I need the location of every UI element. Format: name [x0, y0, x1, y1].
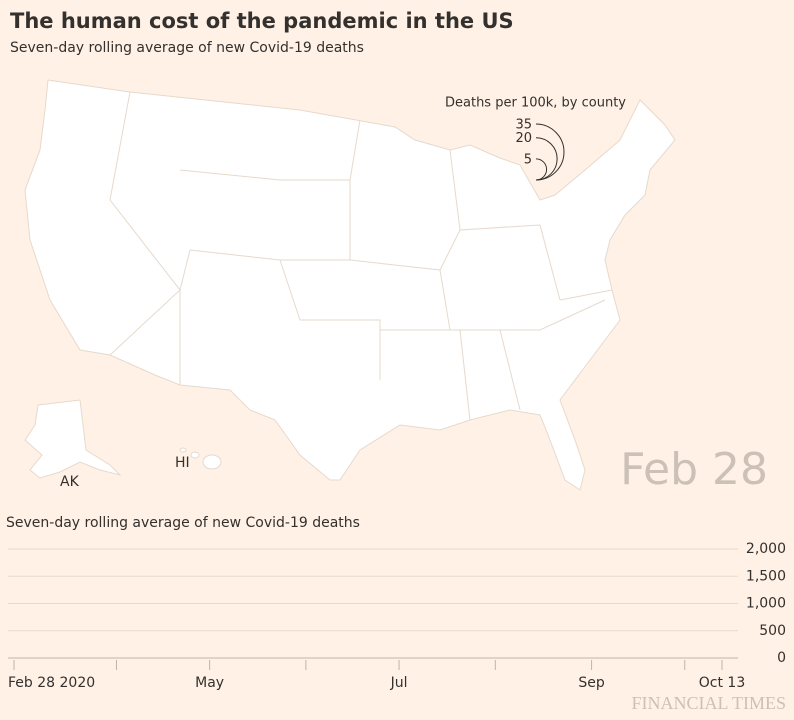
legend-label: 35: [515, 118, 532, 133]
x-tick-label: Oct 13: [699, 675, 745, 691]
y-tick-label: 0: [777, 650, 786, 666]
title: The human cost of the pandemic in the US: [10, 9, 514, 33]
legend-circle: [535, 123, 565, 181]
source: FINANCIAL TIMES: [631, 693, 786, 713]
map: [24, 79, 676, 491]
map-label: HI: [175, 455, 190, 471]
map-label: AK: [60, 474, 80, 490]
legend-circle: [535, 158, 547, 181]
date-label: Feb 28: [620, 444, 768, 495]
alaska: [24, 399, 122, 479]
y-tick-label: 1,500: [746, 568, 786, 584]
legend-title: Deaths per 100k, by county: [445, 96, 626, 111]
y-tick-label: 2,000: [746, 541, 786, 557]
line-chart: 0 500 1,000 1,500 2,000 Feb 28 2020 May Jul Sep O…: [8, 541, 786, 691]
x-tick-label: Sep: [578, 675, 605, 691]
hawaii: [179, 447, 187, 453]
x-tick-label: May: [195, 675, 224, 691]
y-tick-label: 1,000: [746, 596, 786, 612]
x-tick-label: Feb 28 2020: [8, 675, 95, 691]
legend-circle: [535, 137, 558, 181]
us-mainland: [24, 79, 676, 491]
y-tick-label: 500: [759, 623, 786, 639]
hawaii: [202, 454, 222, 470]
chart-title: Seven-day rolling average of new Covid-1…: [6, 515, 360, 531]
x-tick-label: Jul: [390, 675, 408, 691]
hawaii: [190, 451, 200, 459]
legend-label: 20: [515, 131, 532, 146]
state-lines: [109, 91, 613, 421]
legend-label: 5: [524, 152, 532, 167]
subtitle: Seven-day rolling average of new Covid-1…: [10, 40, 364, 56]
